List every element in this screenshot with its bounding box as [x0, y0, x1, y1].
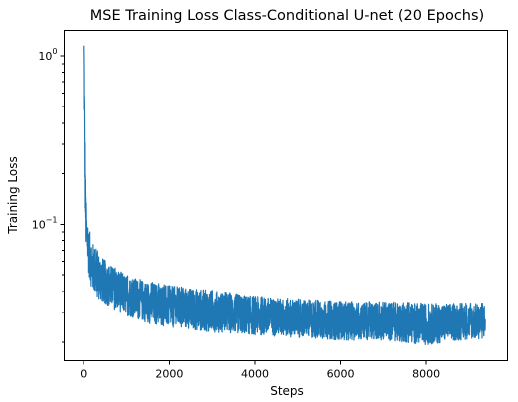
x-tick-label: 2000: [155, 368, 183, 381]
x-axis-label: Steps: [270, 384, 304, 398]
chart-title: MSE Training Loss Class-Conditional U-ne…: [90, 8, 484, 24]
loss-series-line: [83, 45, 486, 346]
axes-layer: [64, 30, 508, 361]
x-tick-label: 0: [80, 368, 87, 381]
x-tick-label: 4000: [241, 368, 269, 381]
y-tick-label: 100: [38, 47, 57, 63]
y-axis-label: Training Loss: [6, 156, 20, 234]
x-tick-label: 6000: [327, 368, 355, 381]
y-tick-label: 10−1: [32, 215, 58, 231]
plot-frame: [64, 30, 508, 361]
y-ticks: 100 10−1: [32, 47, 65, 343]
x-ticks: 0 2000 4000 6000 8000: [80, 360, 440, 381]
x-tick-label: 8000: [412, 368, 440, 381]
plot-layer: [83, 45, 486, 346]
